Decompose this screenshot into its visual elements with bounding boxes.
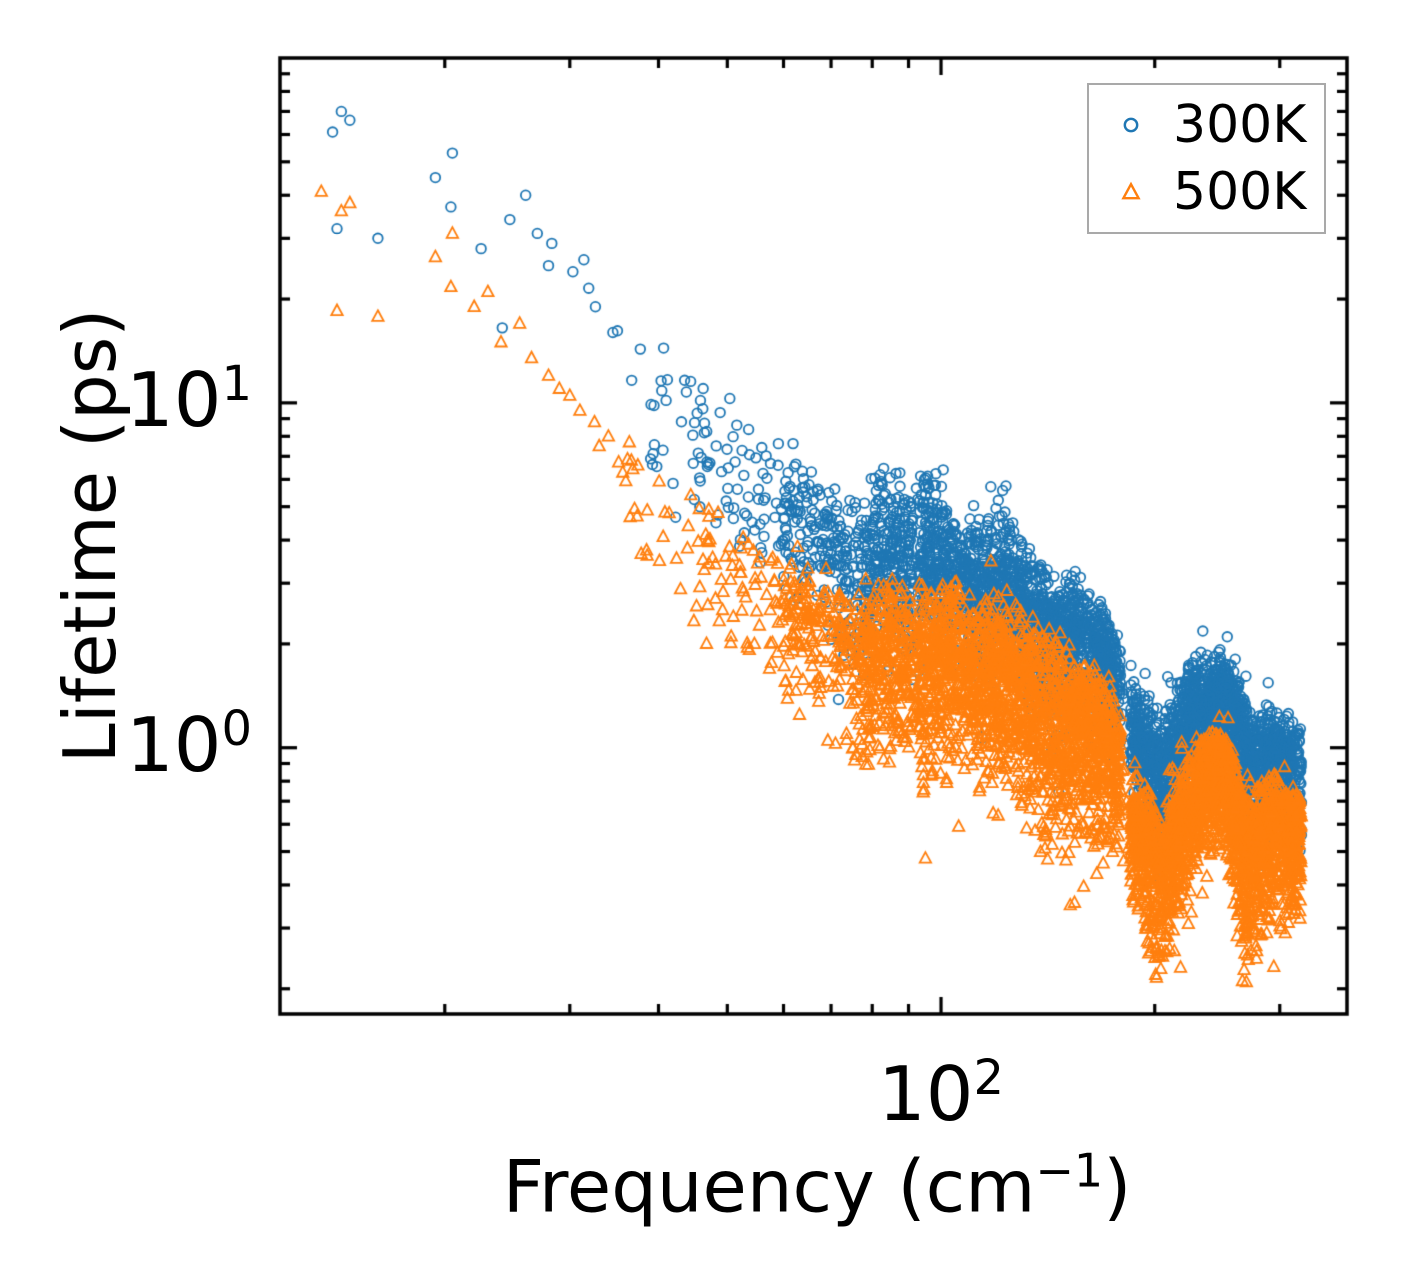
x-tick-100-exp: 2 [973,1049,1004,1106]
circle-marker-icon [1123,117,1139,133]
y-tick-10-exp: 1 [221,356,252,413]
x-tick-100-base: 10 [878,1049,974,1138]
y-axis-label: Lifetime (ps) [48,308,132,764]
legend-entry-500k: 500K [1115,166,1324,218]
y-tick-1-exp: 0 [221,701,252,758]
x-axis-label-text: Frequency (cm [502,1144,1036,1229]
x-axis-label: Frequency (cm−1) [503,1148,1132,1223]
y-tick-10-base: 10 [126,356,222,445]
x-tick-label-100: 102 [878,1054,1004,1132]
legend-entry-300k: 300K [1115,99,1324,151]
x-axis-label-close: ) [1103,1144,1132,1229]
y-tick-1-base: 10 [126,701,222,790]
legend-label-500k: 500K [1173,161,1307,222]
y-tick-label-10: 101 [126,360,252,438]
y-tick-label-1: 100 [126,705,252,783]
legend-label-300k: 300K [1173,95,1307,156]
legend: 300K 500K [1087,83,1326,234]
triangle-marker-icon [1121,181,1141,200]
x-axis-label-exponent: −1 [1035,1143,1104,1198]
